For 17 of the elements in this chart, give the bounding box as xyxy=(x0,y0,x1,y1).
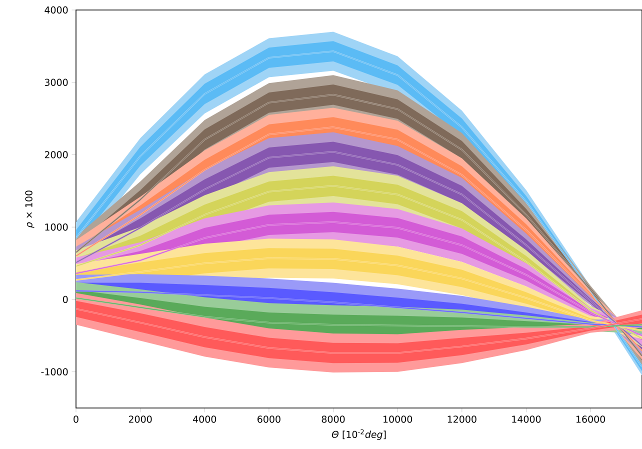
y-tick-label: 2000 xyxy=(44,151,68,158)
y-tick-label: 4000 xyxy=(44,6,68,14)
y-tick-label: 1000 xyxy=(45,224,68,231)
y-tick-label: 3000 xyxy=(44,78,68,86)
x-tick-label: 10000 xyxy=(384,416,412,423)
x-tick-label: 8000 xyxy=(322,416,345,423)
y-tick-label: -1000 xyxy=(41,368,68,376)
x-tick-label: 14000 xyxy=(512,416,541,423)
x-tick-label: 16000 xyxy=(576,416,606,423)
x-tick-label: 4000 xyxy=(193,416,216,423)
x-axis-title: Θ [10$^{-2}$deg] xyxy=(332,429,386,440)
x-tick-label: 2000 xyxy=(128,416,152,423)
x-tick-label: 12000 xyxy=(448,416,476,423)
x-tick-label: 0 xyxy=(74,416,78,423)
y-axis-title: ρ × 100 xyxy=(25,190,34,228)
y-tick-label: 0 xyxy=(62,296,68,304)
x-tick-label: 6000 xyxy=(258,416,280,423)
